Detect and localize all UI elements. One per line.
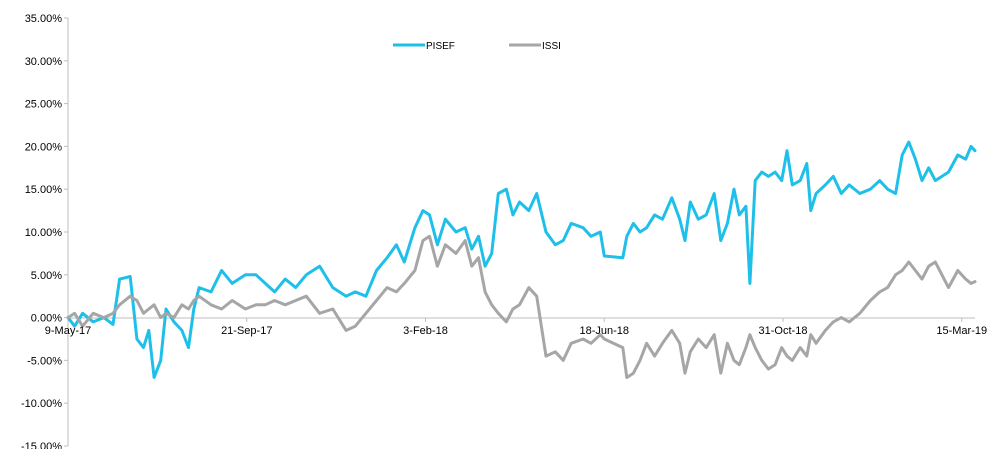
y-tick-label: -5.00% xyxy=(27,355,62,367)
series-lines xyxy=(66,140,977,379)
y-tick-label: 35.00% xyxy=(25,13,63,25)
x-tick-label: 3-Feb-18 xyxy=(403,325,448,337)
x-axis-tick-labels: 9-May-17 21-Sep-17 3-Feb-18 18-Jun-18 31-Oct… xyxy=(45,325,987,337)
y-tick-label: 15.00% xyxy=(25,184,63,196)
series-line-issi xyxy=(66,234,977,379)
x-tick-label: 18-Jun-18 xyxy=(579,325,629,337)
y-tick-label: 0.00% xyxy=(31,313,62,325)
y-tick-label: 20.00% xyxy=(25,141,63,153)
x-tick-label: 15-Mar-19 xyxy=(936,325,987,337)
series-line-pisef xyxy=(66,140,977,379)
legend-label-issi: ISSI xyxy=(542,41,561,52)
x-tick-label: 31-Oct-18 xyxy=(759,325,808,337)
axes xyxy=(64,17,975,447)
y-axis-tick-labels: 35.00% 30.00% 25.00% 20.00% 15.00% 10.00% 5.00… xyxy=(21,13,62,449)
legend: PISEF ISSI xyxy=(393,41,561,52)
x-tick-label: 21-Sep-17 xyxy=(221,325,272,337)
y-tick-label: 25.00% xyxy=(25,99,63,111)
x-tick-label: 9-May-17 xyxy=(45,325,91,337)
y-tick-label: 10.00% xyxy=(25,227,63,239)
y-tick-label: -10.00% xyxy=(21,398,62,410)
y-tick-label: 30.00% xyxy=(25,56,63,68)
y-tick-label: 5.00% xyxy=(31,270,62,282)
y-tick-label: -15.00% xyxy=(21,441,62,449)
legend-label-pisef: PISEF xyxy=(426,41,455,52)
